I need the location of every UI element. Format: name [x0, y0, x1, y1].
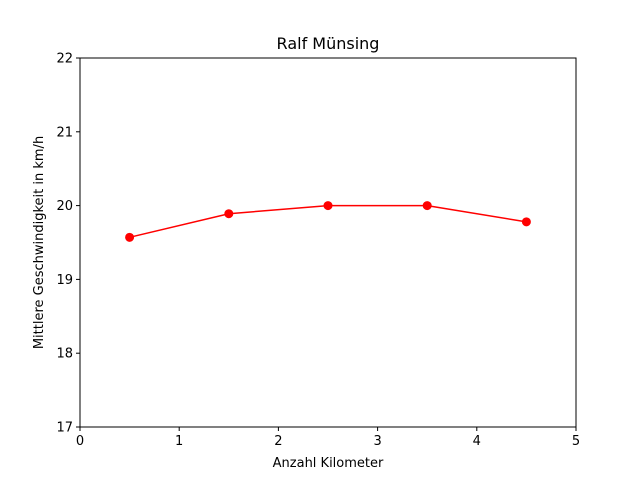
x-tick-label: 1	[175, 434, 183, 449]
y-tick-label: 20	[56, 199, 73, 214]
x-axis-ticks: 0 1 2 3 4 5	[76, 427, 580, 449]
y-tick-label: 21	[56, 125, 73, 140]
y-tick-label: 17	[56, 421, 73, 436]
y-tick-label: 22	[56, 52, 73, 67]
y-axis-label: Mittlere Geschwindigkeit in km/h	[32, 136, 47, 349]
x-tick-label: 5	[572, 434, 580, 449]
plot-frame	[79, 57, 577, 428]
data-point	[323, 201, 333, 211]
y-tick-label: 19	[56, 273, 73, 288]
x-tick-label: 0	[76, 434, 84, 449]
data-point	[521, 217, 531, 227]
x-tick-label: 2	[274, 434, 282, 449]
x-tick-label: 4	[473, 434, 481, 449]
plot-area	[80, 58, 576, 427]
y-axis-ticks: 17 18 19 20 21 22	[56, 52, 80, 436]
x-tick-label: 3	[373, 434, 381, 449]
x-axis-label: Anzahl Kilometer	[273, 456, 384, 471]
chart-title: Ralf Münsing	[277, 34, 380, 53]
data-point	[422, 201, 432, 211]
y-tick-label: 18	[56, 347, 73, 362]
series-layer	[125, 201, 531, 242]
data-point	[224, 209, 234, 219]
data-point	[125, 232, 135, 242]
